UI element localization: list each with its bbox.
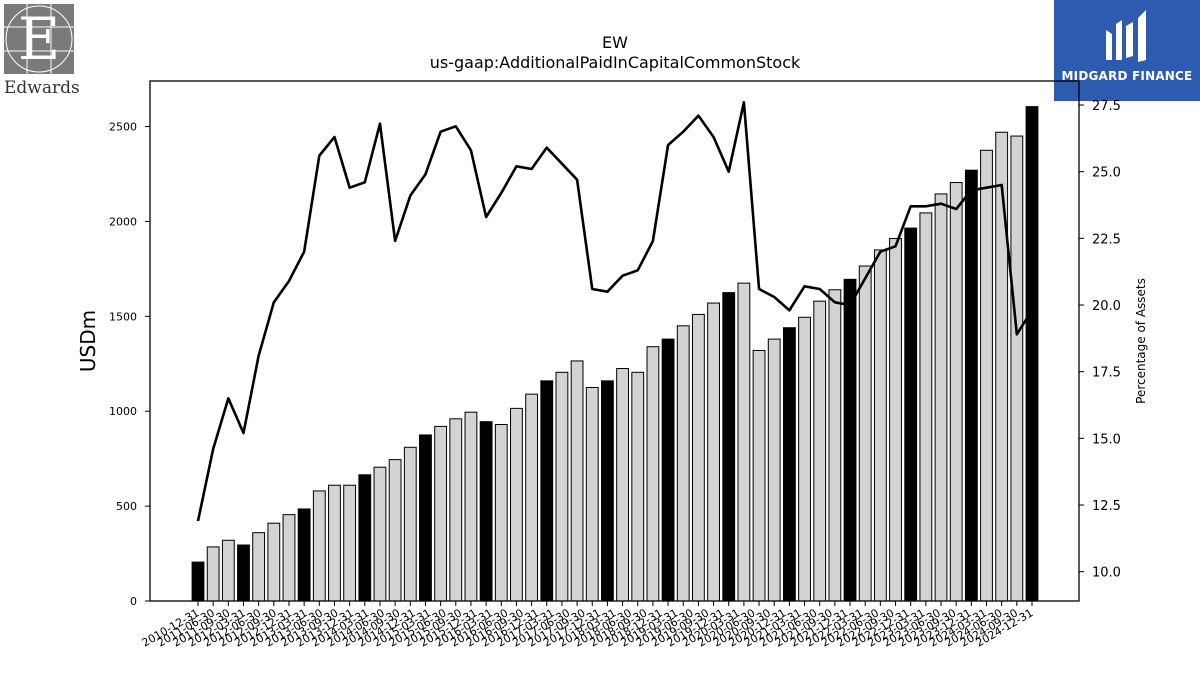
edwards-emblem-icon: E (4, 4, 74, 74)
bar (252, 532, 266, 602)
bar (691, 313, 705, 602)
bar (904, 227, 918, 602)
bar (373, 466, 387, 602)
bar (782, 327, 796, 602)
bar (828, 289, 842, 602)
y2-tick-label: 20.0 (1092, 299, 1121, 314)
y2-tick-label: 12.5 (1092, 499, 1121, 514)
bar (555, 371, 569, 602)
bar (873, 249, 887, 602)
bar (328, 484, 341, 602)
bar (919, 212, 933, 602)
y-axis-label: USDm (76, 310, 100, 372)
y2-tick-label: 15.0 (1092, 432, 1121, 447)
bar (525, 393, 539, 602)
bar (737, 282, 751, 602)
y-tick-label: 2000 (109, 215, 137, 228)
y-tick-label: 2500 (109, 121, 137, 134)
midgard-emblem-icon (1106, 10, 1146, 62)
left-axis: 0 500 1000 1500 2000 2500 (109, 121, 150, 608)
bar (949, 182, 963, 602)
bar (980, 149, 993, 602)
y2-tick-label: 22.5 (1092, 232, 1121, 247)
bar (934, 193, 948, 602)
bar (858, 265, 872, 602)
bar (661, 338, 675, 602)
bar (813, 300, 827, 602)
bar (403, 446, 417, 602)
bar (631, 371, 645, 602)
bar (191, 561, 205, 602)
bar (449, 418, 463, 602)
plot-frame (149, 80, 1080, 602)
y-tick-label: 1000 (109, 405, 137, 418)
bar (707, 302, 720, 602)
bar (1025, 106, 1039, 602)
bar (297, 508, 311, 602)
bar (601, 380, 614, 602)
bar (752, 349, 766, 602)
line-group (196, 101, 1034, 522)
bar (540, 380, 554, 602)
bar (343, 484, 357, 602)
bar (570, 360, 584, 602)
y-tick-label: 500 (116, 500, 137, 513)
bar (676, 325, 690, 602)
bar (889, 238, 902, 602)
chart-subtitle: us-gaap:AdditionalPaidInCapitalCommonSto… (430, 53, 801, 72)
y-tick-label: 0 (130, 595, 137, 608)
bar (494, 424, 508, 602)
bar (1010, 135, 1024, 602)
bar (206, 546, 220, 602)
bar (964, 169, 978, 602)
y-tick-label: 1500 (109, 310, 137, 323)
bar (221, 539, 235, 602)
bar (843, 278, 857, 602)
edwards-letter: E (18, 5, 60, 73)
bar (585, 387, 599, 602)
y2-tick-label: 10.0 (1092, 566, 1121, 581)
bar (510, 407, 523, 602)
bar (616, 368, 629, 602)
bar (434, 425, 448, 602)
percentage-line (196, 101, 1034, 522)
midgard-wordmark: MIDGARD FINANCE (1061, 69, 1193, 83)
bar (722, 292, 736, 602)
y2-axis-label: Percentage of Assets (1134, 278, 1148, 404)
bar (358, 474, 372, 602)
bar (419, 434, 432, 602)
midgard-finance-logo: MIDGARD FINANCE (1054, 0, 1200, 101)
x-axis: 2010-12-312011-06-302011-09-302012-03-31… (140, 601, 1036, 650)
bar (646, 346, 660, 602)
right-axis: 10.0 12.5 15.0 17.5 20.0 22.5 25.0 27.5 (1079, 99, 1121, 581)
y2-tick-label: 17.5 (1092, 366, 1121, 381)
edwards-logo: E (4, 4, 74, 100)
bar (798, 316, 811, 602)
bar (464, 411, 478, 602)
bar-group (191, 106, 1039, 602)
bar (237, 544, 250, 602)
bar (767, 338, 781, 602)
y2-tick-label: 27.5 (1092, 99, 1121, 114)
bar (312, 490, 326, 602)
chart-title: EW (602, 33, 628, 52)
bar (388, 459, 402, 602)
edwards-wordmark: Edwards (4, 78, 80, 98)
bar (267, 522, 281, 602)
bar (282, 514, 296, 602)
y2-tick-label: 25.0 (1092, 166, 1121, 181)
bar (479, 421, 493, 602)
bar (995, 131, 1009, 602)
